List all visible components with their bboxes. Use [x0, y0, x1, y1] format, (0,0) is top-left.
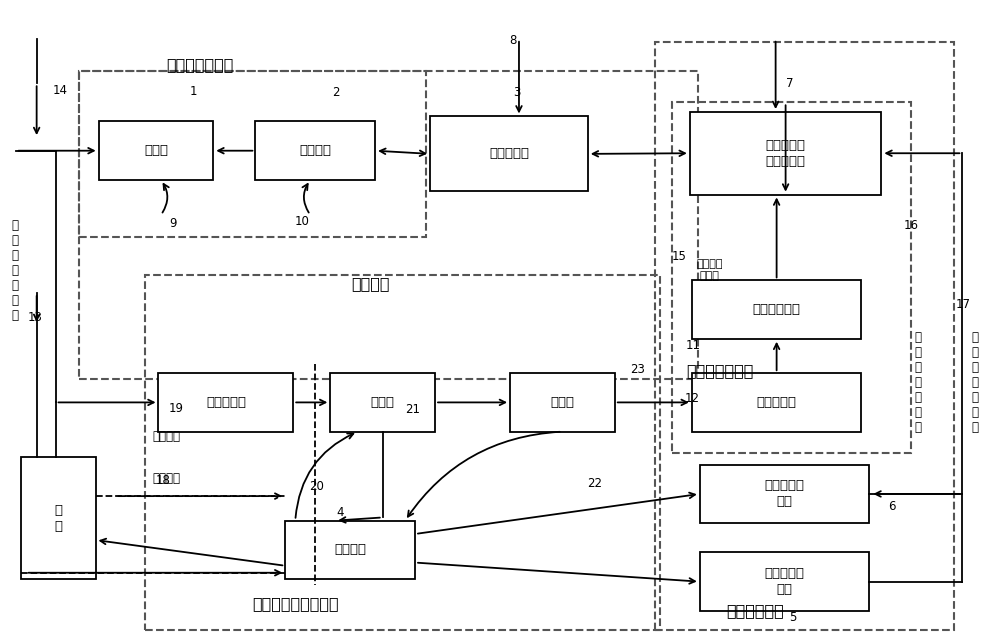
- Text: 23: 23: [630, 363, 645, 376]
- Text: 5: 5: [789, 611, 796, 624]
- Bar: [692, 373, 861, 432]
- Text: 22: 22: [587, 477, 602, 490]
- Text: 光电二极管: 光电二极管: [757, 396, 797, 409]
- Bar: [700, 552, 869, 611]
- Bar: [690, 112, 881, 194]
- Text: 发射激光探
测器: 发射激光探 测器: [765, 480, 805, 508]
- Bar: [430, 117, 588, 191]
- Bar: [655, 42, 954, 630]
- Text: 接
收
波
形
电
信
号: 接 收 波 形 电 信 号: [972, 331, 979, 434]
- Text: 脉冲激光器: 脉冲激光器: [206, 396, 246, 409]
- Text: 控制单元: 控制单元: [351, 276, 389, 291]
- Text: 19: 19: [169, 402, 184, 415]
- Text: 分束鸜: 分束鸜: [371, 396, 395, 409]
- Text: 10: 10: [295, 215, 310, 229]
- Text: 12: 12: [684, 392, 699, 405]
- Text: 16: 16: [904, 218, 919, 232]
- Text: 发
射
波
形
电
信
号: 发 射 波 形 电 信 号: [914, 331, 921, 434]
- Text: 20: 20: [309, 480, 324, 494]
- Text: 同轴模块: 同轴模块: [334, 543, 366, 556]
- Text: 9: 9: [170, 217, 177, 230]
- Bar: [672, 103, 911, 454]
- Text: 21: 21: [406, 403, 421, 416]
- Text: 14: 14: [53, 85, 68, 97]
- Text: 采集卡控
制信号: 采集卡控 制信号: [696, 259, 723, 281]
- Bar: [21, 457, 96, 579]
- Text: 数据采集单元: 数据采集单元: [726, 603, 784, 619]
- Text: 目
标: 目 标: [54, 504, 62, 533]
- Text: 高速双通道
数据采集卡: 高速双通道 数据采集卡: [766, 139, 806, 168]
- Text: 15: 15: [671, 250, 686, 262]
- Bar: [79, 71, 698, 379]
- Bar: [99, 122, 213, 180]
- Text: 激光发射与接收单元: 激光发射与接收单元: [252, 596, 339, 611]
- Text: 信号调理电路: 信号调理电路: [753, 303, 801, 316]
- Text: 4: 4: [336, 506, 344, 519]
- Text: 2: 2: [332, 87, 340, 99]
- Text: 主控计算机: 主控计算机: [489, 147, 529, 161]
- Text: 微处理器: 微处理器: [299, 144, 331, 157]
- Bar: [255, 122, 375, 180]
- Text: 18: 18: [156, 474, 171, 487]
- Text: 11: 11: [685, 339, 700, 352]
- Text: 适配器: 适配器: [144, 144, 168, 157]
- Text: 6: 6: [888, 499, 895, 513]
- Text: 激光器控制单元: 激光器控制单元: [167, 57, 234, 72]
- Text: 出射光束: 出射光束: [152, 472, 180, 485]
- Bar: [79, 71, 426, 237]
- Text: 散射光束: 散射光束: [152, 429, 180, 443]
- Text: 13: 13: [27, 311, 42, 324]
- Bar: [285, 520, 415, 579]
- Text: 激
光
器
控
制
信
号: 激 光 器 控 制 信 号: [11, 219, 18, 322]
- Bar: [692, 280, 861, 339]
- Text: 接收激光探
测器: 接收激光探 测器: [765, 567, 805, 596]
- Bar: [510, 373, 615, 432]
- Text: 3: 3: [513, 87, 521, 99]
- Bar: [145, 275, 660, 630]
- Text: 8: 8: [509, 34, 517, 47]
- Text: 采集卡控制模块: 采集卡控制模块: [686, 363, 753, 378]
- Text: 7: 7: [786, 77, 793, 90]
- Text: 17: 17: [956, 298, 971, 311]
- Bar: [158, 373, 293, 432]
- Text: 分束鸜: 分束鸜: [550, 396, 574, 409]
- Bar: [330, 373, 435, 432]
- Bar: [700, 464, 869, 523]
- Text: 1: 1: [190, 85, 197, 98]
